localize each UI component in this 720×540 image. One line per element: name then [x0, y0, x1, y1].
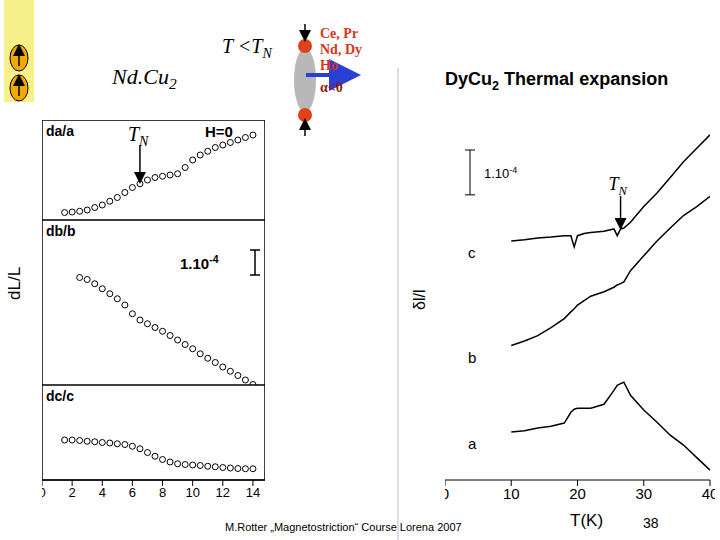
svg-text:14: 14: [246, 485, 260, 500]
svg-text:20: 20: [569, 485, 586, 502]
svg-text:10: 10: [185, 485, 199, 500]
html-text:b: b: [468, 348, 477, 366]
html-text:D y C u2 T h e r m a l e x p a: D y C u2 T h e r m a l e x p a n s i o n: [445, 69, 669, 93]
svg-text:12: 12: [216, 485, 230, 500]
svg-text:0: 0: [445, 485, 449, 502]
html-text:Nd, Dy: Nd, Dy: [320, 42, 362, 57]
html-text:TN: TN: [127, 123, 149, 149]
html-text:38: 38: [643, 515, 659, 531]
html-text:da/a: da/a: [46, 123, 74, 139]
html-text:Ce, Pr: Ce, Pr: [320, 26, 359, 41]
svg-text:40: 40: [702, 485, 712, 502]
html-text:Ho: Ho: [320, 58, 338, 73]
svg-text:4: 4: [99, 485, 106, 500]
html-text:c: c: [468, 244, 476, 262]
html-text:N d. C u2: N d. C u2: [112, 64, 177, 93]
svg-text:10: 10: [503, 485, 520, 502]
svg-text:6: 6: [129, 485, 136, 500]
html-text:1.10-4: 1.10-4: [180, 253, 219, 272]
svg-text:0: 0: [42, 485, 46, 500]
html-text:a: a: [468, 435, 477, 452]
html-text:dc/c: dc/c: [46, 388, 74, 404]
svg-text:2: 2: [69, 485, 76, 500]
svg-text:8: 8: [159, 485, 166, 500]
html-text:T < TN: T < TN: [222, 35, 272, 61]
html-text:TN: TN: [608, 174, 627, 198]
html-text:db/b: db/b: [46, 223, 76, 239]
html-text:T(K): T(K): [570, 511, 603, 530]
html-text:1.10-4: 1.10-4: [484, 165, 518, 182]
html-text:δl/l: δl/l: [411, 289, 428, 310]
html-text:α<0: α<0: [320, 80, 343, 95]
html-text:H=0: H=0: [205, 123, 233, 140]
svg-text:30: 30: [635, 485, 652, 502]
html-text:M.Rotter „Magnetostriction“ Co: M.Rotter „Magnetostriction“ Course Loren…: [225, 521, 462, 533]
html-text:dL/L: dL/L: [5, 266, 24, 300]
